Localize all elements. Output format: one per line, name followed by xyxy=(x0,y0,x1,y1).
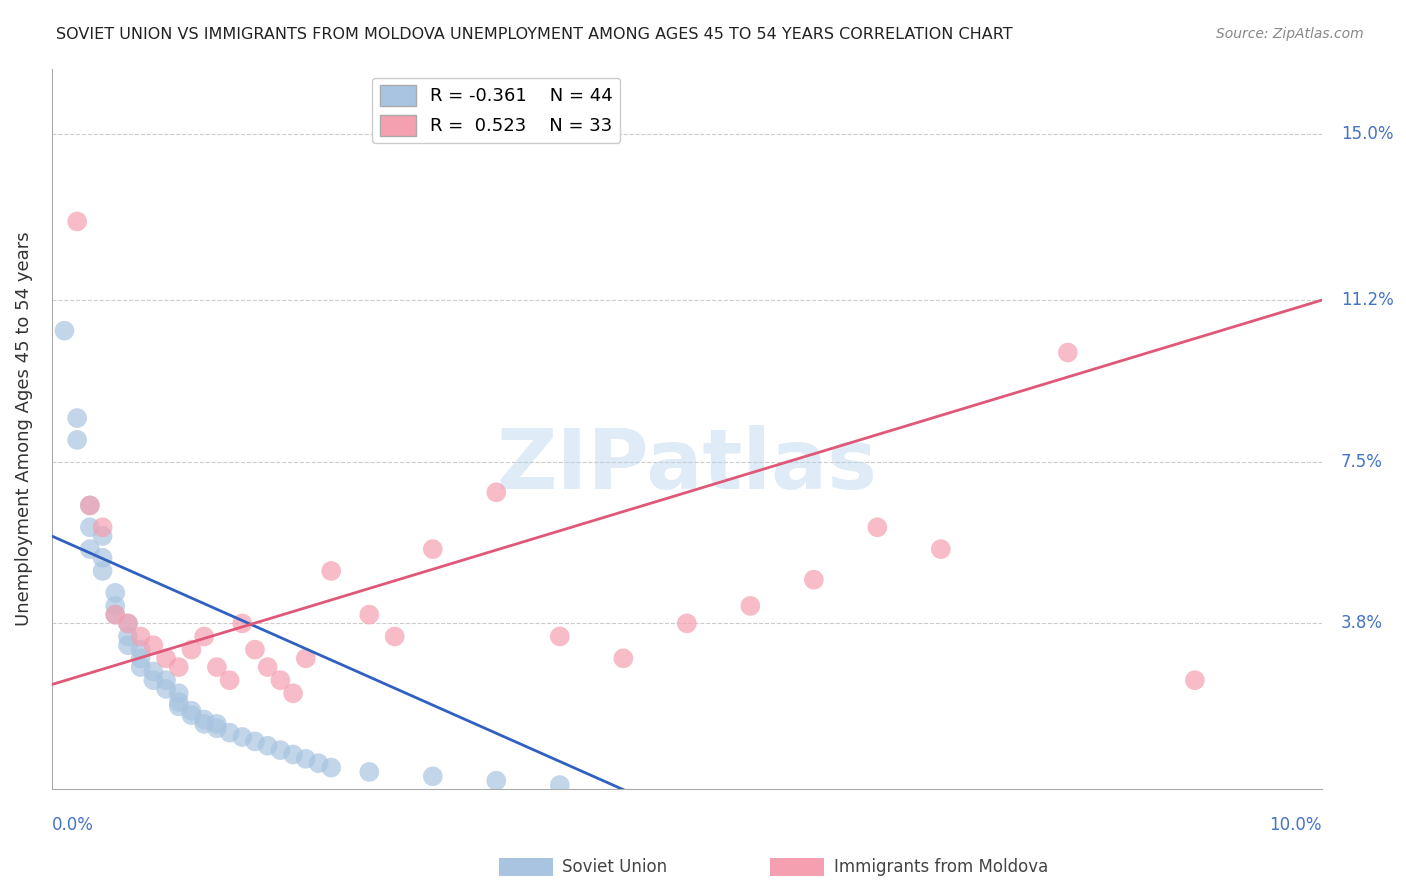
Point xyxy=(231,730,253,744)
Point xyxy=(79,499,101,513)
Point xyxy=(231,616,253,631)
Point xyxy=(167,686,190,700)
Point xyxy=(675,616,697,631)
Point xyxy=(193,713,215,727)
Point xyxy=(256,660,278,674)
Point xyxy=(91,529,114,543)
Y-axis label: Unemployment Among Ages 45 to 54 years: Unemployment Among Ages 45 to 54 years xyxy=(15,232,32,626)
Point xyxy=(104,607,127,622)
Text: 0.0%: 0.0% xyxy=(52,815,94,834)
Point xyxy=(142,665,165,679)
Point xyxy=(104,586,127,600)
Point xyxy=(929,542,952,557)
Point xyxy=(104,599,127,613)
Point xyxy=(129,630,152,644)
Point xyxy=(321,761,343,775)
Point xyxy=(548,778,571,792)
Point xyxy=(91,550,114,565)
Point xyxy=(117,630,139,644)
Text: 7.5%: 7.5% xyxy=(1341,453,1384,471)
Text: 3.8%: 3.8% xyxy=(1341,615,1384,632)
Point xyxy=(218,673,240,688)
Point xyxy=(281,747,304,762)
Point xyxy=(321,564,343,578)
Point xyxy=(803,573,825,587)
Point xyxy=(294,651,316,665)
Point xyxy=(485,773,508,788)
Point xyxy=(205,721,228,735)
Point xyxy=(142,638,165,652)
Text: Immigrants from Moldova: Immigrants from Moldova xyxy=(834,858,1047,876)
Point xyxy=(422,542,444,557)
Point xyxy=(866,520,889,534)
Point xyxy=(91,520,114,534)
Point xyxy=(117,616,139,631)
Point xyxy=(740,599,762,613)
Point xyxy=(256,739,278,753)
Text: Soviet Union: Soviet Union xyxy=(562,858,668,876)
Point xyxy=(53,324,76,338)
Point xyxy=(1184,673,1206,688)
Point xyxy=(205,660,228,674)
Point xyxy=(167,695,190,709)
Point xyxy=(180,708,202,723)
Point xyxy=(294,752,316,766)
Text: ZIPatlas: ZIPatlas xyxy=(496,425,877,506)
Point xyxy=(281,686,304,700)
Point xyxy=(104,607,127,622)
Point xyxy=(308,756,330,771)
Point xyxy=(243,734,266,748)
Point xyxy=(167,660,190,674)
Point xyxy=(129,651,152,665)
Point xyxy=(384,630,406,644)
Point xyxy=(180,642,202,657)
Point xyxy=(117,638,139,652)
Point xyxy=(167,699,190,714)
Point xyxy=(79,520,101,534)
Point xyxy=(422,769,444,783)
Point xyxy=(485,485,508,500)
Point xyxy=(142,673,165,688)
Point xyxy=(218,725,240,739)
Point xyxy=(548,630,571,644)
Text: 15.0%: 15.0% xyxy=(1341,125,1393,143)
Point xyxy=(129,660,152,674)
Point xyxy=(612,651,634,665)
Point xyxy=(205,717,228,731)
Point xyxy=(129,642,152,657)
Point xyxy=(79,499,101,513)
Point xyxy=(269,743,291,757)
Point xyxy=(193,630,215,644)
Point xyxy=(155,651,177,665)
Point xyxy=(66,214,89,228)
Point xyxy=(359,607,381,622)
Point xyxy=(359,764,381,779)
Point xyxy=(193,717,215,731)
Text: 10.0%: 10.0% xyxy=(1270,815,1322,834)
Text: 11.2%: 11.2% xyxy=(1341,291,1393,310)
Point xyxy=(117,616,139,631)
Point xyxy=(66,433,89,447)
Point xyxy=(243,642,266,657)
Point xyxy=(155,673,177,688)
Point xyxy=(79,542,101,557)
Legend: R = -0.361    N = 44, R =  0.523    N = 33: R = -0.361 N = 44, R = 0.523 N = 33 xyxy=(373,78,620,143)
Point xyxy=(269,673,291,688)
Text: SOVIET UNION VS IMMIGRANTS FROM MOLDOVA UNEMPLOYMENT AMONG AGES 45 TO 54 YEARS C: SOVIET UNION VS IMMIGRANTS FROM MOLDOVA … xyxy=(56,27,1012,42)
Point xyxy=(1057,345,1080,359)
Point xyxy=(91,564,114,578)
Text: Source: ZipAtlas.com: Source: ZipAtlas.com xyxy=(1216,27,1364,41)
Point xyxy=(155,681,177,696)
Point xyxy=(180,704,202,718)
Point xyxy=(66,411,89,425)
